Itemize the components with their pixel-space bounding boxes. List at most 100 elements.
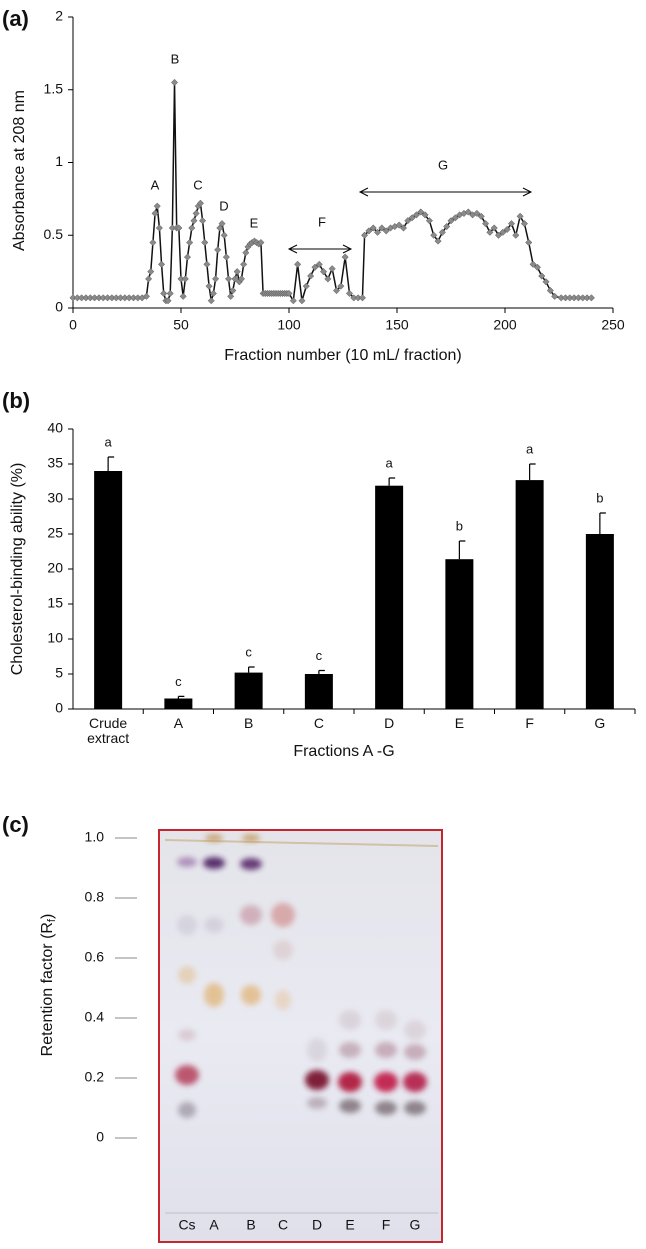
data-point: [425, 217, 433, 225]
data-point: [257, 238, 265, 247]
tlc-spot: [175, 1065, 199, 1085]
data-point: [365, 227, 373, 235]
data-point: [186, 238, 194, 247]
y-tick-label: 25: [47, 525, 63, 541]
data-point: [190, 217, 198, 225]
data-point: [443, 222, 451, 231]
data-point: [170, 78, 179, 87]
data-point: [311, 263, 319, 271]
significance-letter: a: [105, 434, 113, 449]
tlc-spot: [271, 903, 295, 927]
y-tick-label: 0.8: [85, 889, 105, 905]
data-point: [302, 282, 310, 290]
x-axis-title: Fractions A -G: [293, 743, 394, 760]
data-point: [345, 289, 354, 298]
data-point: [222, 253, 230, 261]
data-point: [358, 294, 366, 302]
data-point: [224, 275, 233, 283]
tlc-spot: [375, 1101, 397, 1115]
x-tick-label: D: [384, 715, 395, 731]
y-tick-label: 1.0: [85, 829, 105, 845]
tlc-spot: [275, 990, 291, 1010]
data-point: [482, 220, 490, 228]
error-bar: [388, 477, 396, 486]
data-point: [240, 260, 248, 268]
data-point: [404, 217, 412, 225]
peak-label: D: [219, 198, 228, 213]
data-point: [294, 260, 302, 268]
data-point: [587, 294, 595, 302]
data-point: [320, 268, 328, 276]
tlc-spot: [374, 1072, 398, 1092]
tlc-spot: [240, 905, 262, 925]
data-point: [242, 249, 250, 257]
data-point: [328, 265, 336, 273]
data-point: [153, 202, 161, 210]
y-axis-title: Absorbance at 208 nm: [11, 90, 28, 251]
y-axis-title-part: f: [46, 918, 58, 922]
tlc-spot: [242, 834, 260, 842]
y-tick-label: 5: [55, 665, 63, 681]
tlc-spot: [203, 857, 225, 869]
panel-label: (b): [2, 388, 30, 413]
bar: [585, 534, 614, 709]
y-tick-label: 35: [47, 455, 63, 471]
peak-label: C: [193, 177, 202, 192]
data-point: [374, 228, 382, 236]
data-point: [361, 231, 369, 239]
y-tick-label: 0.6: [85, 949, 105, 965]
data-point: [289, 297, 297, 305]
y-tick-label: 0.2: [85, 1069, 105, 1085]
data-point: [147, 268, 155, 276]
data-point: [212, 275, 220, 283]
x-tick-label: 100: [277, 317, 301, 333]
peak-label: B: [171, 51, 180, 66]
data-point: [183, 253, 192, 261]
x-tick-label: 50: [173, 317, 189, 333]
data-point: [507, 220, 516, 228]
peak-label: G: [438, 157, 448, 172]
data-point: [233, 268, 241, 276]
data-point: [490, 224, 498, 232]
y-axis-title: Cholesterol-binding ability (%): [9, 463, 26, 676]
lane-label: A: [209, 1217, 219, 1233]
tlc-spot: [178, 1029, 196, 1041]
significance-letter: c: [245, 644, 252, 659]
significance-letter: b: [456, 518, 463, 533]
data-point: [525, 238, 533, 247]
x-tick-label: G: [594, 715, 606, 731]
peak-label: A: [151, 177, 160, 192]
data-point: [451, 214, 459, 222]
data-point: [529, 260, 537, 268]
x-tick-label: 200: [493, 317, 517, 333]
x-tick-label: Crude extract: [87, 715, 130, 746]
lane-label: Cs: [178, 1217, 195, 1233]
x-tick-label: E: [454, 715, 465, 731]
x-tick-label: 250: [601, 317, 625, 333]
data-point: [205, 282, 213, 290]
panel-label: (a): [2, 6, 29, 31]
error-bar: [599, 512, 606, 534]
data-point: [369, 224, 377, 232]
tlc-spot: [375, 1042, 397, 1058]
data-point: [473, 209, 481, 217]
bar: [515, 480, 544, 709]
tlc-spot: [404, 1101, 426, 1115]
peak-label: F: [318, 214, 326, 229]
data-point: [151, 209, 159, 217]
y-tick-label: 10: [47, 630, 63, 646]
data-point: [158, 260, 166, 268]
data-point: [434, 237, 442, 245]
y-tick-label: 0.4: [85, 1009, 105, 1025]
data-point: [218, 220, 226, 228]
tlc-spot: [339, 1042, 361, 1058]
data-point: [145, 275, 153, 283]
data-point: [188, 224, 196, 232]
significance-letter: b: [596, 490, 603, 505]
tlc-spot: [404, 1020, 426, 1040]
tlc-spot: [177, 915, 197, 935]
tlc-spot: [307, 1038, 327, 1062]
x-tick-label: F: [525, 715, 534, 731]
data-point: [196, 199, 204, 207]
